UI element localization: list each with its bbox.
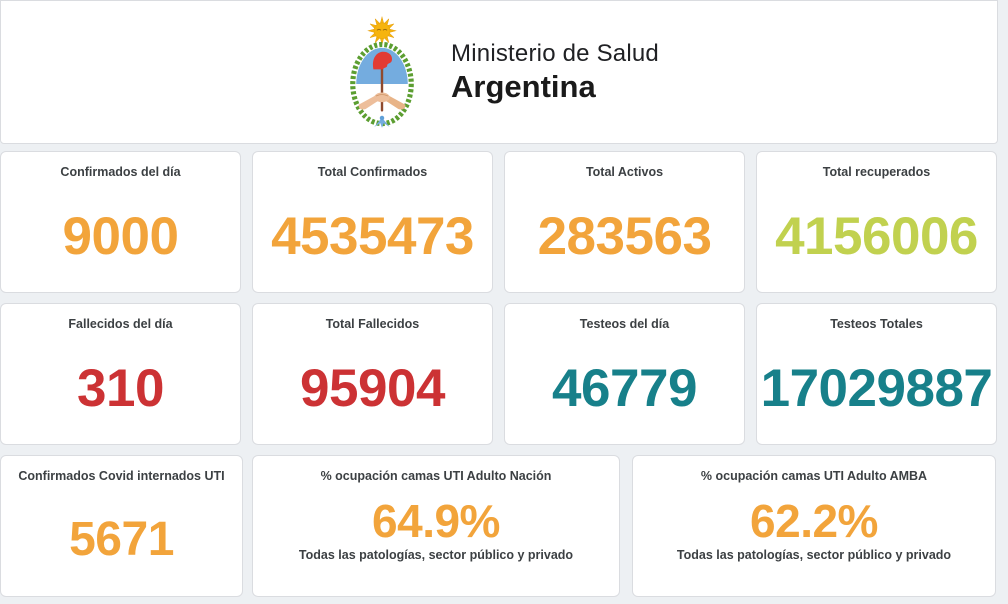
- card-title: Total Fallecidos: [325, 317, 420, 331]
- card-value: 95904: [300, 358, 445, 418]
- card-value: 17029887: [760, 358, 993, 418]
- card-ocupacion-uti-amba: % ocupación camas UTI Adulto AMBA 62.2% …: [632, 455, 996, 597]
- card-total-fallecidos: Total Fallecidos 95904: [252, 303, 493, 445]
- card-title: Fallecidos del día: [68, 317, 173, 331]
- card-subtitle: Todas las patologías, sector público y p…: [298, 548, 574, 562]
- card-subtitle: Todas las patologías, sector público y p…: [676, 548, 952, 562]
- card-title: % ocupación camas UTI Adulto AMBA: [700, 469, 928, 483]
- header: Ministerio de Salud Argentina: [0, 0, 998, 144]
- card-title: Total Confirmados: [317, 165, 428, 179]
- card-value: 5671: [69, 513, 174, 566]
- scorecard-row-2: Fallecidos del día 310 Total Fallecidos …: [0, 303, 997, 445]
- card-title: Testeos del día: [579, 317, 670, 331]
- brand-text: Ministerio de Salud Argentina: [451, 39, 659, 105]
- card-fallecidos-del-dia: Fallecidos del día 310: [0, 303, 241, 445]
- card-total-activos: Total Activos 283563: [504, 151, 745, 293]
- card-title: Testeos Totales: [830, 317, 923, 331]
- argentina-coat-of-arms-icon: [350, 15, 414, 128]
- card-confirmados-covid-internados-uti: Confirmados Covid internados UTI 5671: [0, 455, 243, 597]
- ministry-name: Ministerio de Salud: [451, 40, 659, 68]
- card-title: Total recuperados: [822, 165, 931, 179]
- card-value: 62.2%: [750, 495, 878, 547]
- card-confirmados-del-dia: Confirmados del día 9000: [0, 151, 241, 293]
- scorecard-row-3: Confirmados Covid internados UTI 5671 % …: [0, 455, 996, 597]
- card-testeos-totales: Testeos Totales 17029887: [756, 303, 997, 445]
- card-testeos-del-dia: Testeos del día 46779: [504, 303, 745, 445]
- card-value: 283563: [537, 206, 712, 266]
- card-value: 310: [77, 358, 164, 418]
- card-value: 46779: [552, 358, 697, 418]
- card-title: Confirmados Covid internados UTI: [18, 469, 225, 483]
- card-total-confirmados: Total Confirmados 4535473: [252, 151, 493, 293]
- card-title: % ocupación camas UTI Adulto Nación: [320, 469, 552, 483]
- card-value: 64.9%: [372, 495, 500, 547]
- card-value: 4156006: [775, 206, 978, 266]
- card-total-recuperados: Total recuperados 4156006: [756, 151, 997, 293]
- card-value: 4535473: [271, 206, 474, 266]
- card-title: Total Activos: [585, 165, 664, 179]
- card-title: Confirmados del día: [60, 165, 181, 179]
- scorecard-row-1: Confirmados del día 9000 Total Confirmad…: [0, 151, 997, 293]
- card-value: 9000: [62, 206, 179, 266]
- card-ocupacion-uti-nacion: % ocupación camas UTI Adulto Nación 64.9…: [252, 455, 620, 597]
- country-name: Argentina: [451, 69, 596, 105]
